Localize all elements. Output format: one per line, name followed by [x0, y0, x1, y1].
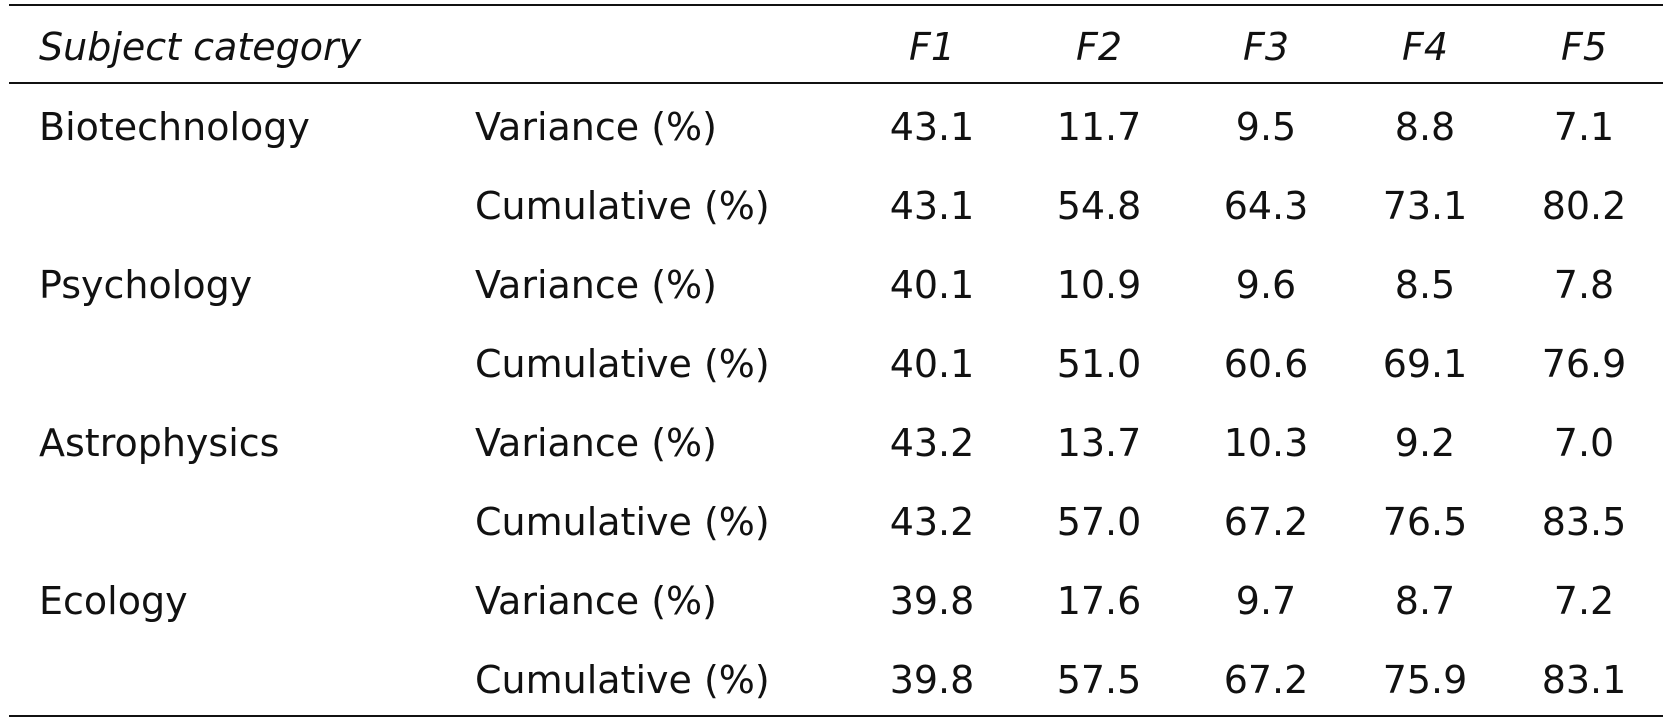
f5-value-cell: 7.2 [1553, 579, 1615, 623]
f2-value-cell: 57.0 [1056, 500, 1142, 544]
f5-value-cell: 80.2 [1541, 184, 1627, 228]
measure-cell: Variance (%) [475, 579, 717, 623]
f3-value-cell: 64.3 [1223, 184, 1309, 228]
header-rule [9, 82, 1663, 84]
subject-category-cell: Psychology [39, 263, 253, 307]
measure-cell: Variance (%) [475, 263, 717, 307]
f4-value-cell: 9.2 [1394, 421, 1456, 465]
table-row: Psychology Variance (%) 40.1 10.9 9.6 8.… [0, 244, 1672, 322]
f2-value-cell: 13.7 [1056, 421, 1142, 465]
f1-value-cell: 40.1 [889, 342, 975, 386]
f3-value-cell: 67.2 [1223, 658, 1309, 702]
measure-cell: Cumulative (%) [475, 658, 770, 702]
f2-value-cell: 51.0 [1056, 342, 1142, 386]
table-row: Astrophysics Variance (%) 43.2 13.7 10.3… [0, 402, 1672, 480]
f4-value-cell: 69.1 [1382, 342, 1468, 386]
measure-cell: Cumulative (%) [475, 342, 770, 386]
f2-value-cell: 57.5 [1056, 658, 1142, 702]
f4-value-cell: 76.5 [1382, 500, 1468, 544]
f2-value-cell: 54.8 [1056, 184, 1142, 228]
f3-value-cell: 67.2 [1223, 500, 1309, 544]
f5-value-cell: 83.1 [1541, 658, 1627, 702]
f5-value-cell: 76.9 [1541, 342, 1627, 386]
f2-value-cell: 17.6 [1056, 579, 1142, 623]
table-row: Cumulative (%) 40.1 51.0 60.6 69.1 76.9 [0, 323, 1672, 401]
f2-value-cell: 11.7 [1056, 105, 1142, 149]
f3-value-cell: 60.6 [1223, 342, 1309, 386]
f2-value-cell: 10.9 [1056, 263, 1142, 307]
subject-category-cell: Biotechnology [39, 105, 310, 149]
measure-cell: Variance (%) [475, 421, 717, 465]
f1-value-cell: 43.2 [889, 421, 975, 465]
f1-value-cell: 43.1 [889, 184, 975, 228]
f3-value-cell: 10.3 [1223, 421, 1309, 465]
table-row: Cumulative (%) 39.8 57.5 67.2 75.9 83.1 [0, 639, 1672, 717]
header-f3: F3 [1242, 25, 1290, 69]
f3-value-cell: 9.5 [1235, 105, 1297, 149]
f4-value-cell: 8.5 [1394, 263, 1456, 307]
f1-value-cell: 39.8 [889, 579, 975, 623]
header-f5: F5 [1560, 25, 1608, 69]
f3-value-cell: 9.6 [1235, 263, 1297, 307]
table-header-row: Subject category F1 F2 F3 F4 F5 [0, 6, 1672, 84]
f1-value-cell: 43.1 [889, 105, 975, 149]
f1-value-cell: 43.2 [889, 500, 975, 544]
top-rule [9, 4, 1663, 6]
f5-value-cell: 7.8 [1553, 263, 1615, 307]
f5-value-cell: 7.0 [1553, 421, 1615, 465]
f1-value-cell: 39.8 [889, 658, 975, 702]
f4-value-cell: 75.9 [1382, 658, 1468, 702]
header-f2: F2 [1075, 25, 1123, 69]
header-f1: F1 [908, 25, 956, 69]
measure-cell: Variance (%) [475, 105, 717, 149]
table-row: Biotechnology Variance (%) 43.1 11.7 9.5… [0, 86, 1672, 164]
f4-value-cell: 8.8 [1394, 105, 1456, 149]
subject-category-cell: Ecology [39, 579, 188, 623]
table-row: Cumulative (%) 43.2 57.0 67.2 76.5 83.5 [0, 481, 1672, 559]
f5-value-cell: 7.1 [1553, 105, 1615, 149]
f4-value-cell: 73.1 [1382, 184, 1468, 228]
f4-value-cell: 8.7 [1394, 579, 1456, 623]
f5-value-cell: 83.5 [1541, 500, 1627, 544]
subject-category-cell: Astrophysics [39, 421, 280, 465]
table-row: Cumulative (%) 43.1 54.8 64.3 73.1 80.2 [0, 165, 1672, 243]
header-f4: F4 [1401, 25, 1449, 69]
measure-cell: Cumulative (%) [475, 500, 770, 544]
measure-cell: Cumulative (%) [475, 184, 770, 228]
f3-value-cell: 9.7 [1235, 579, 1297, 623]
header-subject-category: Subject category [39, 25, 362, 69]
table-row: Ecology Variance (%) 39.8 17.6 9.7 8.7 7… [0, 560, 1672, 638]
f1-value-cell: 40.1 [889, 263, 975, 307]
bottom-rule [9, 715, 1663, 717]
